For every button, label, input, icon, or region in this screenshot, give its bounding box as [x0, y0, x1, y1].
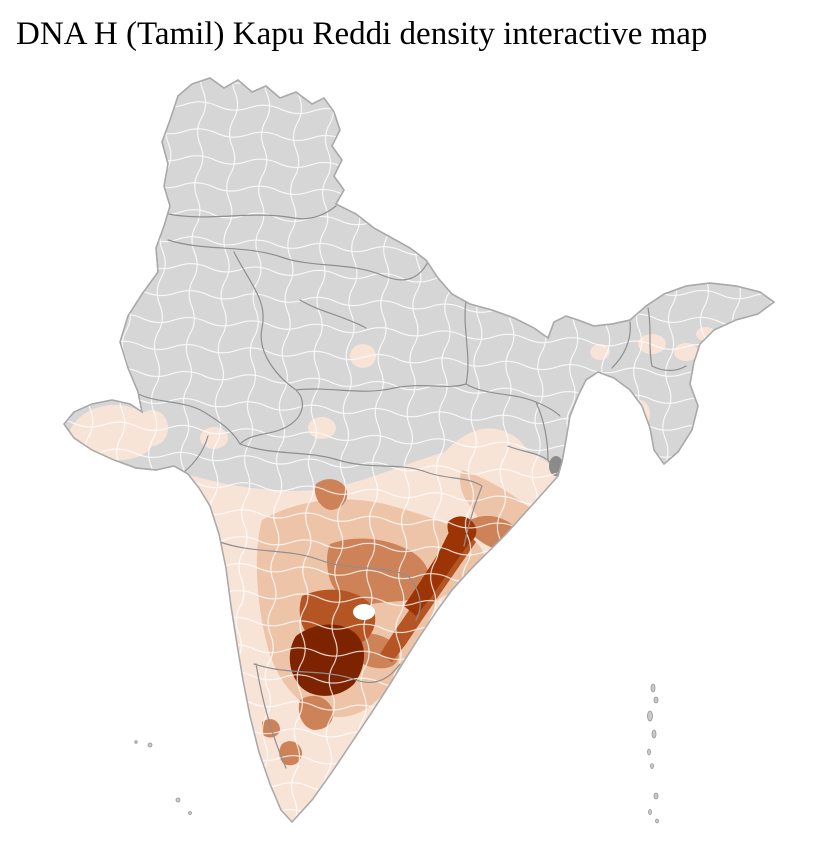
andaman-nicobar-islands [647, 683, 659, 824]
island-dot [647, 748, 651, 756]
island-dot [651, 729, 657, 739]
island-dot [653, 696, 659, 704]
island-dot [647, 710, 653, 722]
island-dot [648, 809, 652, 815]
lakshadweep-islands [134, 740, 192, 815]
island-dot [655, 818, 659, 824]
island-dot [188, 811, 192, 815]
district-borders-mesh [64, 78, 774, 822]
india-outline [63, 77, 776, 824]
island-dot [175, 797, 181, 803]
island-dot [650, 683, 656, 693]
island-dot [653, 792, 659, 800]
island-dot [650, 763, 654, 769]
page-title: DNA H (Tamil) Kapu Reddi density interac… [16, 16, 708, 52]
island-dot [134, 740, 138, 744]
island-dot [147, 742, 153, 748]
state-borders [137, 205, 687, 769]
